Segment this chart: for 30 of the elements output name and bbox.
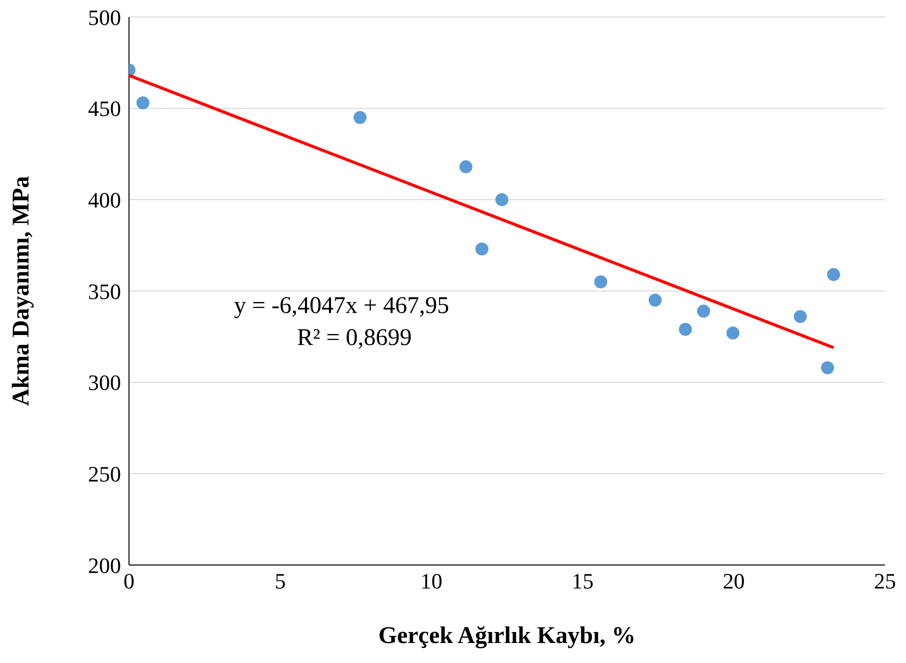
point (475, 242, 488, 256)
point (678, 322, 692, 336)
point (697, 304, 710, 318)
y-tick-label: 450 (88, 96, 121, 122)
x-axis-title: Gerçek Ağırlık Kaybı, % (378, 623, 636, 649)
point (648, 294, 662, 307)
point (821, 361, 834, 374)
point (136, 96, 150, 110)
point (794, 310, 807, 324)
y-tick-label: 500 (88, 4, 121, 30)
x-tick-label: 20 (722, 568, 745, 594)
y-tick-label: 200 (88, 552, 121, 578)
y-tick-label: 300 (88, 370, 121, 396)
x-tick-label: 5 (274, 568, 286, 594)
y-axis-title: Akma Dayanımı, MPa (8, 176, 35, 406)
x-tick-label: 25 (874, 568, 896, 594)
x-tick-label: 10 (420, 568, 442, 594)
y-tick-label: 250 (88, 461, 121, 486)
point (495, 193, 508, 206)
point (594, 275, 608, 288)
y-tick-label: 350 (88, 278, 121, 304)
x-tick-label: 0 (124, 568, 134, 594)
x-tick-label: 15 (572, 568, 594, 594)
point (726, 326, 740, 340)
y-tick-label: 400 (88, 187, 121, 212)
annotation: R² = 0,8699 (297, 325, 412, 352)
point (827, 268, 840, 282)
annotation: y = -6,4047x + 467,95 (234, 293, 450, 320)
point (354, 110, 367, 124)
point (459, 160, 472, 174)
